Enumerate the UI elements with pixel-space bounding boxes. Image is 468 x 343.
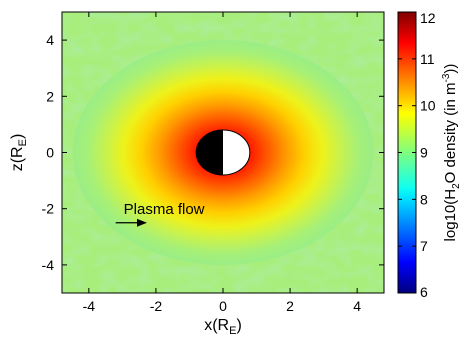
colorbar-tick-label: 12	[420, 10, 436, 26]
planet-day-side	[223, 130, 250, 175]
colorbar-ticks: 6 7 8 9 10 11 12	[398, 10, 436, 300]
x-tick-label: 0	[219, 298, 227, 314]
colorbar-tick-label: 7	[420, 238, 428, 254]
y-tick-label: -4	[42, 257, 55, 273]
y-axis-ticks: -4 -2 0 2 4	[42, 32, 384, 273]
colorbar-tick-label: 10	[420, 98, 436, 114]
y-axis-label: z(RE)	[9, 134, 29, 172]
y-tick-label: -2	[42, 201, 55, 217]
y-tick-label: 0	[46, 145, 54, 161]
x-axis-ticks: -4 -2 0 2 4	[83, 12, 361, 314]
planet-outline	[195, 129, 251, 176]
y-tick-label: 2	[46, 88, 54, 104]
x-tick-label: -4	[83, 298, 96, 314]
y-tick-label: 4	[46, 32, 54, 48]
planet-body	[195, 129, 251, 176]
colorbar-label: log10(H2O density (in m-3))	[441, 64, 462, 242]
colorbar-tick-label: 6	[420, 284, 428, 300]
x-tick-label: 2	[286, 298, 294, 314]
colorbar-tick-label: 9	[420, 145, 428, 161]
planet-night-side	[196, 130, 223, 175]
plasma-flow-label: Plasma flow	[124, 201, 205, 218]
plot-area: Plasma flow	[62, 12, 384, 293]
x-tick-label: 4	[353, 298, 361, 314]
x-axis-label: x(RE)	[204, 317, 242, 337]
colorbar-tick-label: 11	[420, 51, 435, 67]
colorbar-tick-label: 8	[420, 191, 428, 207]
x-tick-label: -2	[150, 298, 163, 314]
